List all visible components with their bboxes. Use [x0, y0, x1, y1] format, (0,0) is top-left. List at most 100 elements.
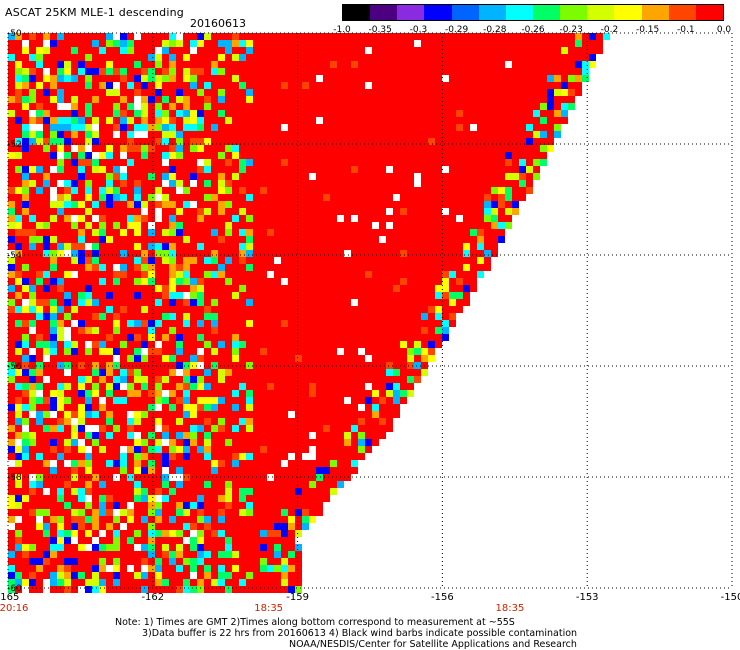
heatmap-cell: [428, 82, 435, 89]
heatmap-cell: [127, 173, 134, 180]
heatmap-cell: [120, 82, 127, 89]
heatmap-cell: [442, 194, 449, 201]
heatmap-cell: [379, 152, 386, 159]
heatmap-cell: [302, 138, 309, 145]
heatmap-cell: [22, 495, 29, 502]
heatmap-cell: [281, 313, 288, 320]
heatmap-cell: [134, 271, 141, 278]
heatmap-cell: [239, 138, 246, 145]
heatmap-cell: [323, 75, 330, 82]
heatmap-cell: [169, 544, 176, 551]
heatmap-cell: [232, 467, 239, 474]
heatmap-cell: [155, 390, 162, 397]
heatmap-cell: [302, 145, 309, 152]
heatmap-cell: [316, 467, 323, 474]
heatmap-cell: [365, 222, 372, 229]
heatmap-cell: [260, 201, 267, 208]
heatmap-cell: [414, 82, 421, 89]
heatmap-cell: [113, 334, 120, 341]
heatmap-cell: [281, 565, 288, 572]
heatmap-cell: [407, 152, 414, 159]
heatmap-cell: [302, 397, 309, 404]
heatmap-cell: [407, 54, 414, 61]
heatmap-cell: [225, 425, 232, 432]
heatmap-cell: [57, 159, 64, 166]
heatmap-cell: [225, 306, 232, 313]
heatmap-cell: [211, 348, 218, 355]
heatmap-cell: [29, 502, 36, 509]
heatmap-cell: [148, 110, 155, 117]
heatmap-cell: [57, 54, 64, 61]
heatmap-cell: [330, 82, 337, 89]
heatmap-cell: [288, 54, 295, 61]
heatmap-cell: [15, 565, 22, 572]
heatmap-cell: [190, 341, 197, 348]
heatmap-cell: [64, 250, 71, 257]
heatmap-cell: [239, 348, 246, 355]
heatmap-cell: [36, 131, 43, 138]
heatmap-cell: [274, 439, 281, 446]
heatmap-cell: [309, 278, 316, 285]
heatmap-cell: [99, 495, 106, 502]
heatmap-cell: [36, 425, 43, 432]
heatmap-cell: [302, 131, 309, 138]
heatmap-cell: [71, 173, 78, 180]
heatmap-cell: [239, 432, 246, 439]
heatmap-cell: [379, 299, 386, 306]
heatmap-cell: [316, 355, 323, 362]
heatmap-cell: [225, 96, 232, 103]
heatmap-cell: [225, 495, 232, 502]
heatmap-cell: [183, 285, 190, 292]
heatmap-cell: [449, 61, 456, 68]
heatmap-cell: [302, 222, 309, 229]
heatmap-cell: [99, 313, 106, 320]
heatmap-cell: [512, 187, 519, 194]
heatmap-cell: [435, 103, 442, 110]
heatmap-cell: [421, 159, 428, 166]
heatmap-cell: [274, 229, 281, 236]
heatmap-cell: [155, 558, 162, 565]
heatmap-cell: [512, 110, 519, 117]
heatmap-cell: [92, 89, 99, 96]
heatmap-cell: [267, 75, 274, 82]
heatmap-cell: [267, 509, 274, 516]
heatmap-cell: [351, 320, 358, 327]
heatmap-cell: [64, 334, 71, 341]
heatmap-cell: [386, 411, 393, 418]
heatmap-cell: [141, 82, 148, 89]
heatmap-cell: [330, 376, 337, 383]
heatmap-cell: [239, 243, 246, 250]
heatmap-cell: [302, 68, 309, 75]
heatmap-cell: [64, 103, 71, 110]
heatmap-cell: [106, 33, 113, 40]
heatmap-cell: [232, 369, 239, 376]
heatmap-cell: [246, 432, 253, 439]
heatmap-cell: [302, 341, 309, 348]
heatmap-cell: [183, 110, 190, 117]
heatmap-cell: [22, 383, 29, 390]
heatmap-cell: [463, 68, 470, 75]
heatmap-cell: [288, 271, 295, 278]
heatmap-cell: [281, 509, 288, 516]
heatmap-cell: [316, 306, 323, 313]
heatmap-cell: [316, 166, 323, 173]
heatmap-cell: [421, 320, 428, 327]
heatmap-cell: [456, 75, 463, 82]
heatmap-cell: [358, 376, 365, 383]
heatmap-cell: [169, 166, 176, 173]
heatmap-cell: [120, 257, 127, 264]
heatmap-cell: [57, 75, 64, 82]
heatmap-cell: [316, 40, 323, 47]
heatmap-cell: [36, 334, 43, 341]
heatmap-cell: [85, 369, 92, 376]
heatmap-cell: [414, 250, 421, 257]
heatmap-cell: [309, 152, 316, 159]
heatmap-cell: [99, 425, 106, 432]
heatmap-cell: [113, 425, 120, 432]
heatmap-cell: [148, 467, 155, 474]
heatmap-cell: [78, 208, 85, 215]
heatmap-cell: [232, 530, 239, 537]
heatmap-cell: [134, 425, 141, 432]
heatmap-cell: [113, 208, 120, 215]
heatmap-cell: [246, 320, 253, 327]
